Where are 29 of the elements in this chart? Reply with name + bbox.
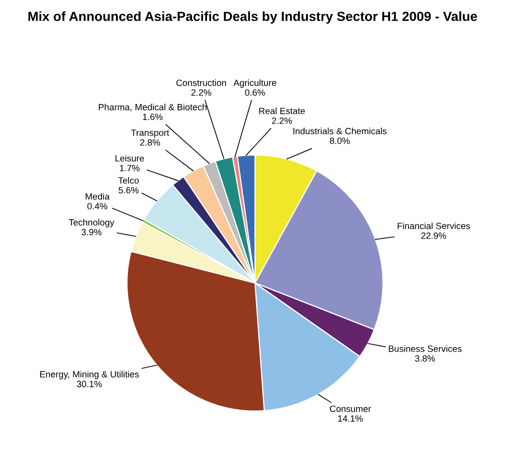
slice-label: Consumer: [330, 406, 371, 412]
data-label: 2.2%: [191, 89, 212, 96]
data-label: 22.9%: [421, 232, 446, 239]
data-label: 1.7%: [120, 164, 140, 172]
data-label: 3.8%: [415, 355, 435, 362]
data-label: 0.6%: [245, 89, 265, 96]
data-label: 30.1%: [76, 380, 102, 388]
data-label: 0.4%: [87, 202, 108, 210]
slice-label: Industrials & Chemicals: [293, 128, 387, 134]
data-label: 14.1%: [338, 415, 363, 422]
slice-label: Financial Services: [398, 222, 470, 230]
chart-title: Mix of Announced Asia-Pacific Deals by Industry Sector H1 2009 - Value: [28, 11, 478, 24]
slice-label: Agriculture: [233, 79, 276, 88]
slice-label: Technology: [68, 218, 114, 228]
slice-label: Energy, Mining & Utilities: [40, 370, 139, 380]
slice-label: Business Services: [388, 345, 462, 352]
data-label: 2.2%: [272, 117, 292, 124]
slice-label: Transport: [131, 130, 170, 138]
data-label: 2.8%: [140, 139, 160, 146]
slice-label: Real Estate: [259, 108, 305, 114]
data-label: 5.6%: [118, 186, 139, 194]
slice-label: Construction: [176, 79, 226, 86]
data-label: 3.9%: [82, 228, 102, 236]
slice-label: Leisure: [115, 154, 144, 162]
slice-label: Pharma, Medical & Biotech: [98, 104, 206, 112]
data-label: 8.0%: [330, 138, 350, 144]
slice-label: Media: [86, 193, 110, 200]
data-label: 1.6%: [143, 114, 163, 120]
slice-label: Telco: [118, 177, 139, 184]
